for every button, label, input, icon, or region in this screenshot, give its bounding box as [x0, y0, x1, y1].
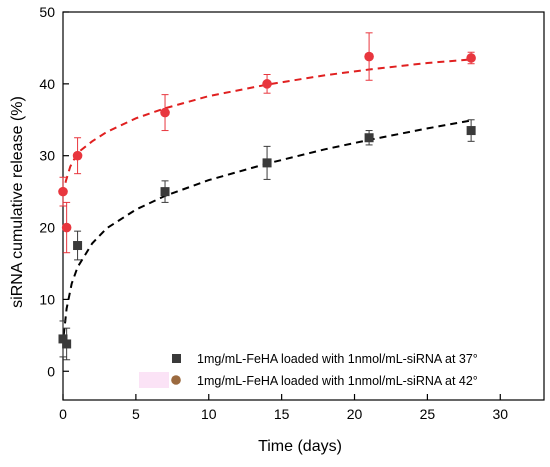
- marker-square: [262, 158, 272, 168]
- marker-circle: [262, 79, 272, 89]
- marker-square: [466, 126, 476, 136]
- marker-square: [160, 187, 170, 197]
- x-tick-label: 5: [132, 406, 140, 422]
- data-point-s0: [466, 119, 476, 142]
- data-point-s0: [73, 230, 83, 261]
- data-point-s0: [262, 145, 272, 180]
- y-tick-label: 10: [39, 291, 55, 307]
- legend: 1mg/mL-FeHA loaded with 1nmol/mL-siRNA a…: [139, 352, 478, 388]
- legend-marker-37: [172, 354, 181, 363]
- legend-marker-highlight: [139, 372, 169, 388]
- data-point-s1: [72, 137, 83, 175]
- fit-curves: [62, 58, 472, 336]
- x-tick-label: 30: [492, 406, 508, 422]
- y-axis-title: siRNA cumulative release (%): [9, 96, 26, 308]
- marker-circle: [61, 222, 72, 233]
- data-point-s1: [262, 74, 272, 94]
- y-tick-label: 40: [39, 76, 55, 92]
- marker-circle: [466, 53, 476, 63]
- data-point-s0: [364, 130, 374, 146]
- data-point-s1: [160, 94, 170, 132]
- legend-marker-42: [171, 375, 181, 385]
- marker-square: [58, 334, 68, 344]
- y-tick-label: 50: [39, 4, 55, 20]
- marker-square: [364, 133, 374, 143]
- data-points: [58, 32, 476, 361]
- marker-circle: [364, 51, 374, 62]
- plot-frame: [62, 11, 545, 401]
- x-tick-label: 0: [59, 406, 67, 422]
- data-point-s0: [160, 180, 170, 203]
- data-point-s1: [61, 201, 72, 254]
- data-point-s0: [62, 327, 72, 361]
- legend-label-42: 1mg/mL-FeHA loaded with 1nmol/mL-siRNA a…: [197, 374, 478, 388]
- data-point-s1: [466, 51, 476, 65]
- y-tick-label: 30: [39, 148, 55, 164]
- marker-circle: [160, 107, 170, 118]
- data-point-s1: [58, 176, 68, 207]
- x-tick-label: 15: [274, 406, 290, 422]
- data-point-s0: [58, 320, 68, 358]
- data-point-s1: [364, 32, 374, 81]
- x-tick-label: 10: [201, 406, 217, 422]
- y-tick-label: 20: [39, 220, 55, 236]
- legend-label-37: 1mg/mL-FeHA loaded with 1nmol/mL-siRNA a…: [197, 352, 478, 366]
- marker-circle: [58, 186, 68, 197]
- y-tick-label: 0: [47, 363, 55, 379]
- marker-square: [73, 241, 83, 251]
- x-tick-label: 25: [420, 406, 436, 422]
- marker-circle: [72, 150, 83, 161]
- x-axis-title: Time (days): [258, 438, 342, 455]
- marker-square: [62, 339, 72, 349]
- fit-curve-0: [62, 119, 472, 336]
- x-tick-label: 20: [347, 406, 363, 422]
- axis-ticks: 0 5 10 15 20 25 30 0 10 20 30 40 50: [39, 4, 508, 422]
